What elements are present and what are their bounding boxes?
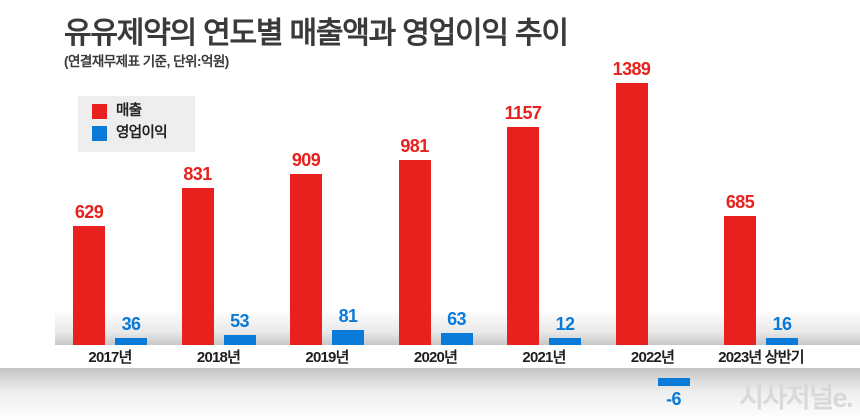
bar-value-operating-profit: 12 [555, 314, 575, 334]
bar-value-revenue: 1157 [504, 103, 542, 123]
publisher-watermark: 시사저널e. [739, 383, 853, 413]
bar-value-revenue: 685 [725, 192, 755, 212]
category-label: 2023년 상반기 [718, 349, 804, 366]
bar-revenue [398, 160, 431, 345]
bar-value-operating-profit: 16 [772, 314, 792, 334]
legend-item-revenue: 매출 [92, 103, 142, 120]
category-label: 2021년 [522, 349, 566, 366]
bar-operating-profit [115, 338, 147, 345]
bar-revenue [181, 188, 214, 345]
bar-value-operating-profit: 36 [121, 314, 141, 334]
profit-swatch-icon [92, 126, 107, 141]
bar-value-operating-profit: -6 [666, 389, 681, 409]
category-label: 2018년 [196, 349, 241, 366]
legend-label-profit: 영업이익 [116, 125, 168, 142]
category-label-strip [0, 345, 860, 368]
bar-revenue [290, 174, 322, 345]
bar-revenue [507, 127, 539, 345]
page-title: 유유제약의 연도별 매출액과 영업이익 추이 [64, 17, 569, 50]
bar-operating-profit [549, 338, 581, 345]
bar-operating-profit [440, 333, 473, 345]
bar-value-operating-profit: 81 [338, 306, 358, 326]
category-label: 2019년 [305, 349, 349, 366]
bar-value-operating-profit: 63 [447, 309, 466, 329]
chart-subtitle: (연결재무제표 기준, 단위:억원) [64, 54, 229, 69]
bar-revenue [724, 216, 756, 345]
category-label: 2022년 [630, 349, 675, 366]
category-label: 2020년 [413, 349, 458, 366]
bar-revenue [615, 83, 648, 345]
legend-item-profit: 영업이익 [92, 125, 168, 142]
bar-value-revenue: 981 [400, 136, 429, 156]
bar-value-revenue: 909 [291, 150, 321, 170]
bar-operating-profit [657, 378, 690, 386]
category-label: 2017년 [88, 349, 132, 366]
bar-operating-profit [766, 338, 798, 345]
bar-value-operating-profit: 53 [230, 311, 249, 331]
bar-value-revenue: 629 [74, 202, 104, 222]
negative-region-band [0, 368, 860, 420]
bar-operating-profit [332, 330, 364, 345]
bar-value-revenue: 1389 [612, 59, 651, 79]
bar-operating-profit [223, 335, 256, 345]
chart-legend: 매출 영업이익 [78, 96, 195, 152]
bar-value-revenue: 831 [183, 164, 212, 184]
bar-revenue [73, 226, 105, 345]
legend-label-revenue: 매출 [116, 103, 142, 120]
revenue-swatch-icon [92, 104, 107, 119]
